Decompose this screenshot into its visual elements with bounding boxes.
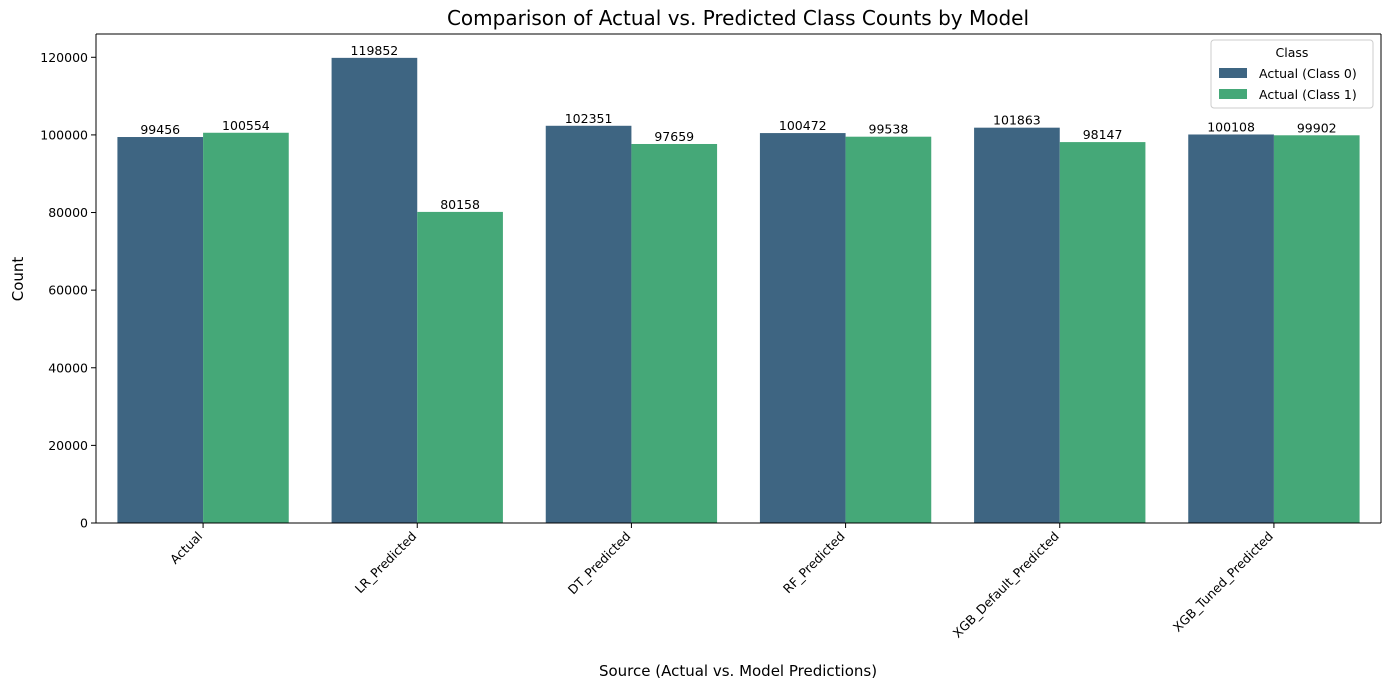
x-tick-label: RF_Predicted [780,529,848,597]
bar-series-1-xgb-default-predicted [974,127,1060,523]
x-tick-label: XGB_Default_Predicted [950,529,1062,641]
y-tick-label: 20000 [48,438,88,453]
bar-series-1-rf-predicted [759,133,846,524]
y-tick-label: 60000 [48,283,88,298]
x-tick-label: XGB_Tuned_Predicted [1170,529,1276,635]
bar-series-2-xgb-tuned-predicted [1273,135,1360,523]
data-label: 101863 [993,113,1041,128]
data-label: 102351 [565,111,613,126]
chart-title: Comparison of Actual vs. Predicted Class… [447,6,1029,30]
data-label: 99456 [140,122,180,137]
bar-series-2-lr-predicted [417,211,503,523]
data-label: 100108 [1207,119,1255,134]
bar-series-1-dt-predicted [545,125,632,523]
data-label: 98147 [1083,127,1123,142]
legend: Class Actual (Class 0) Actual (Class 1) [1210,39,1374,109]
bar-series-2-actual [203,132,289,524]
y-tick-label: 100000 [40,127,88,142]
data-label: 119852 [351,43,399,58]
y-tick-label: 80000 [48,205,88,220]
bar-series-2-dt-predicted [631,143,718,524]
x-tick-label: DT_Predicted [565,529,634,598]
legend-entry: Actual (Class 1) [1259,87,1357,102]
data-label: 99538 [869,122,909,137]
bar-series-1-xgb-tuned-predicted [1188,134,1274,523]
y-axis-label: Count [9,257,27,302]
bar-series-2-rf-predicted [845,136,932,524]
data-label: 100472 [779,118,827,133]
legend-frame [1210,39,1374,109]
legend-entry: Actual (Class 0) [1259,66,1357,81]
data-label: 100554 [222,118,270,133]
plot-area: 99456 119852 102351 100472 101863 100108 10055… [40,33,1382,641]
y-tick-label: 40000 [48,360,88,375]
bar-series-2-xgb-default-predicted [1059,142,1146,523]
legend-swatch [1219,68,1247,78]
bar-series-1-lr-predicted [331,57,418,523]
y-tick-label: 0 [80,516,88,531]
legend-swatch [1219,89,1247,99]
x-axis-label: Source (Actual vs. Model Predictions) [599,662,877,680]
data-label: 99902 [1297,120,1337,135]
legend-title: Class [1276,45,1309,60]
data-label: 80158 [440,197,480,212]
y-tick-label: 120000 [40,50,88,65]
x-tick-label: LR_Predicted [352,529,420,597]
data-label: 97659 [654,129,694,144]
bar-series-1-actual [117,137,204,524]
x-tick-label: Actual [167,529,205,567]
